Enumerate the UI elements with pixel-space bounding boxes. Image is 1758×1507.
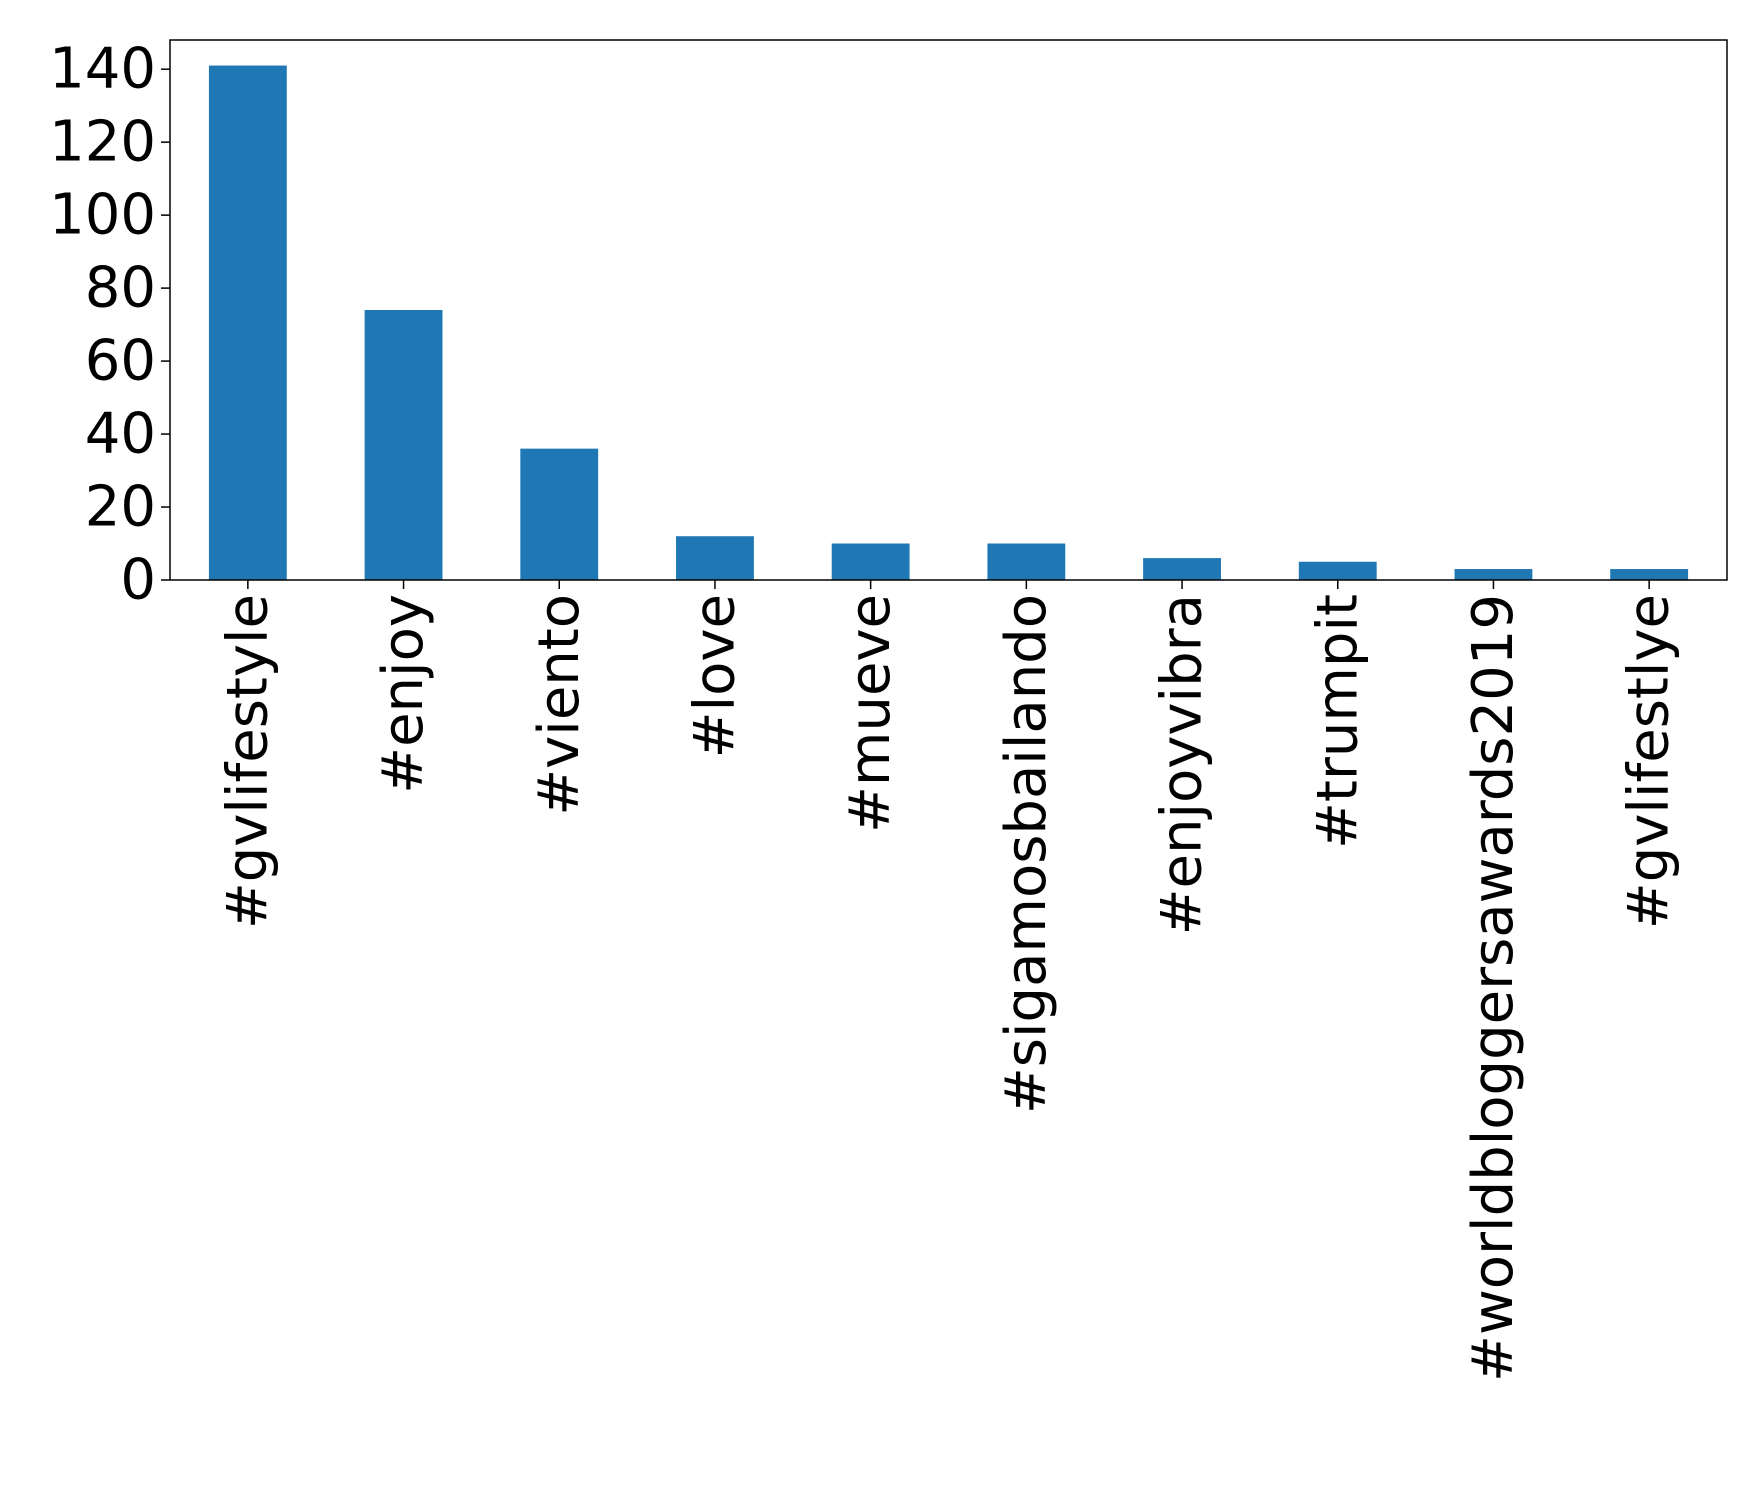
bar-4 [831, 543, 910, 580]
bar-5 [987, 543, 1066, 580]
y-tick-label-7: 140 [49, 37, 156, 102]
bar-7 [1298, 561, 1377, 580]
bar-0 [208, 65, 287, 581]
y-tick-label-5: 100 [49, 183, 156, 248]
x-tick-label-2: #viento [527, 594, 592, 816]
bars-group [208, 65, 1689, 581]
x-tick-label-9: #gvlifestlye [1617, 594, 1682, 929]
bar-6 [1143, 558, 1221, 580]
y-tick-label-6: 120 [49, 110, 156, 175]
bar-9 [1610, 569, 1689, 580]
y-axis: 0 20 40 60 80 100 120 140 [49, 37, 170, 613]
x-tick-label-0: #gvlifestyle [215, 594, 280, 929]
plot-frame [169, 39, 1728, 581]
x-tick-label-3: #love [682, 594, 747, 758]
y-tick-label-1: 20 [85, 475, 156, 540]
x-tick-label-7: #trumpit [1305, 594, 1370, 849]
bar-2 [520, 448, 599, 580]
x-tick-label-6: #enjoyvibra [1150, 594, 1215, 935]
x-tick-label-8: #worldbloggersawards2019 [1461, 594, 1526, 1382]
y-tick-label-2: 40 [85, 402, 156, 467]
bar-3 [676, 536, 754, 580]
x-tick-label-1: #enjoy [371, 594, 436, 794]
y-tick-label-0: 0 [120, 548, 156, 613]
x-tick-label-4: #mueve [838, 594, 903, 833]
bar-1 [364, 310, 443, 580]
x-axis: #gvlifestyle #enjoy #viento #love #mueve #sig… [215, 580, 1682, 1382]
bar-8 [1454, 569, 1533, 580]
x-tick-label-5: #sigamosbailando [994, 594, 1059, 1114]
y-tick-label-3: 60 [85, 329, 156, 394]
y-tick-label-4: 80 [85, 256, 156, 321]
